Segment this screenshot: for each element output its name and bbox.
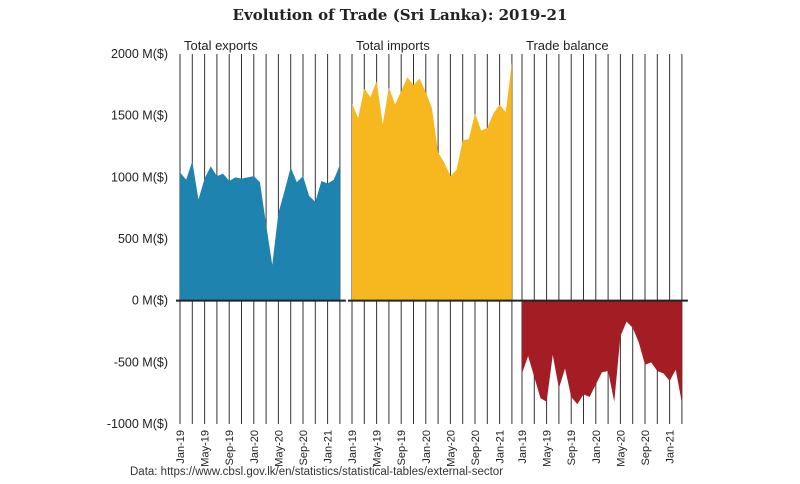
x-tick-label: May-20: [273, 430, 285, 467]
y-tick-label: -1000 M($): [107, 417, 168, 431]
x-tick-label: Sep-19: [396, 430, 408, 465]
x-tick-label: Jan-20: [421, 430, 433, 464]
panel-2: Trade balance Jan-19 May-19 Sep-19 Jan-20 May…: [517, 38, 688, 467]
x-tick-label: Jan-21: [323, 430, 335, 464]
x-tick-label: Jan-19: [347, 430, 359, 464]
x-tick-label: Jan-19: [175, 430, 187, 464]
panel-0: Total exports Jan-19 May-19 Sep-19 Jan-20 May…: [175, 38, 346, 467]
y-tick-label: 500 M($): [118, 232, 168, 246]
x-tick-label: Jan-21: [495, 430, 507, 464]
source-note: Data: https://www.cbsl.gov.lk/en/statist…: [130, 466, 504, 478]
y-tick-label: -500 M($): [114, 355, 168, 369]
x-tick-label: Sep-19: [224, 430, 236, 465]
y-tick-label: 1500 M($): [111, 109, 168, 123]
x-tick-label: Jan-20: [249, 430, 261, 464]
series-area-0: [180, 161, 340, 301]
series-area-2: [522, 300, 682, 405]
y-tick-label: 1000 M($): [111, 170, 168, 184]
y-tick-label: 0 M($): [132, 294, 168, 308]
chart-title: Evolution of Trade (Sri Lanka): 2019-21: [232, 6, 568, 24]
series-label: Total imports: [356, 38, 430, 53]
x-tick-label: May-19: [200, 430, 212, 467]
panel-1: Total imports Jan-19 May-19 Sep-19 Jan-20 May…: [347, 38, 518, 467]
x-tick-label: May-20: [445, 430, 457, 467]
x-tick-label: May-20: [615, 430, 627, 467]
series-label: Trade balance: [526, 38, 609, 53]
x-tick-label: Sep-20: [640, 430, 652, 465]
x-tick-label: May-19: [542, 430, 554, 467]
y-tick-label: 2000 M($): [111, 47, 168, 61]
x-tick-label: Sep-20: [470, 430, 482, 465]
series-label: Total exports: [184, 38, 258, 53]
x-tick-label: Jan-19: [517, 430, 529, 464]
x-tick-label: Jan-21: [665, 430, 677, 464]
x-tick-label: Jan-20: [591, 430, 603, 464]
series-area-1: [352, 62, 512, 301]
x-tick-label: Sep-20: [298, 430, 310, 465]
x-tick-label: May-19: [372, 430, 384, 467]
x-tick-label: Sep-19: [566, 430, 578, 465]
